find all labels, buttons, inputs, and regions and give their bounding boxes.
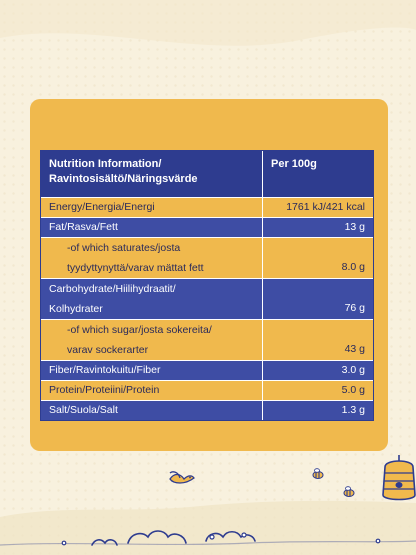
header-value: Per 100g [271,158,317,170]
row-label: Carbohydrate/Hiilihydraatit/ Kolhydrater [41,279,263,319]
row-label: Protein/Proteiini/Protein [41,381,263,400]
row-value: 43 g [263,320,373,360]
row-value: 13 g [344,221,365,233]
flower-icon [61,532,381,546]
row-value: 76 g [263,279,373,319]
row-label: -of which saturates/josta tyydyttynyttä/… [41,238,263,278]
row-label-line2: varav sockerarter [67,344,149,356]
table-row-saturates: -of which saturates/josta tyydyttynyttä/… [41,237,373,278]
row-value-text: 8.0 g [341,261,365,273]
row-value: 8.0 g [263,238,373,278]
table-row-energy: Energy/Energia/Energi 1761 kJ/421 kcal [41,197,373,217]
table-header-row: Nutrition Information/ Ravintosisältö/Nä… [41,151,373,197]
row-label-line2: Kolhydrater [49,303,103,315]
row-label: -of which sugar/josta sokereita/ varav s… [41,320,263,360]
row-label-line2: tyydyttynyttä/varav mättat fett [67,262,204,274]
row-label-line1: -of which sugar/josta sokereita/ [67,324,212,336]
row-label: Salt/Suola/Salt [41,401,263,420]
table-row-fat: Fat/Rasva/Fett 13 g [41,217,373,237]
row-value: 3.0 g [341,364,365,376]
background-wave [0,0,416,46]
header-label-line1: Nutrition Information/ [49,158,162,170]
bee-icon [312,468,324,479]
header-label: Nutrition Information/ Ravintosisältö/Nä… [41,151,263,197]
row-value: 1761 kJ/421 kcal [286,201,365,213]
row-label-line1: -of which saturates/josta [67,242,181,254]
table-row-salt: Salt/Suola/Salt 1.3 g [41,400,373,420]
row-label-line1: Carbohydrate/Hiilihydraatit/ [49,283,176,295]
table-row-fiber: Fiber/Ravintokuitu/Fiber 3.0 g [41,360,373,380]
table-row-carbohydrate: Carbohydrate/Hiilihydraatit/ Kolhydrater… [41,278,373,319]
header-label-line2: Ravintosisältö/Näringsvärde [49,173,198,185]
bird-icon [169,471,195,484]
beehive-icon [382,455,416,501]
row-label: Fat/Rasva/Fett [41,218,263,237]
row-value: 5.0 g [341,384,365,396]
row-value-text: 43 g [344,343,365,355]
table-row-protein: Protein/Proteiini/Protein 5.0 g [41,380,373,400]
nutrition-table: Nutrition Information/ Ravintosisältö/Nä… [40,150,374,421]
bee-icon [343,486,355,497]
row-value: 1.3 g [341,404,365,416]
row-value-text: 76 g [344,302,365,314]
row-label: Energy/Energia/Energi [41,198,263,217]
illustration-scene [0,455,416,555]
row-label: Fiber/Ravintokuitu/Fiber [41,361,263,380]
bush-icon [91,530,256,546]
table-row-sugar: -of which sugar/josta sokereita/ varav s… [41,319,373,360]
